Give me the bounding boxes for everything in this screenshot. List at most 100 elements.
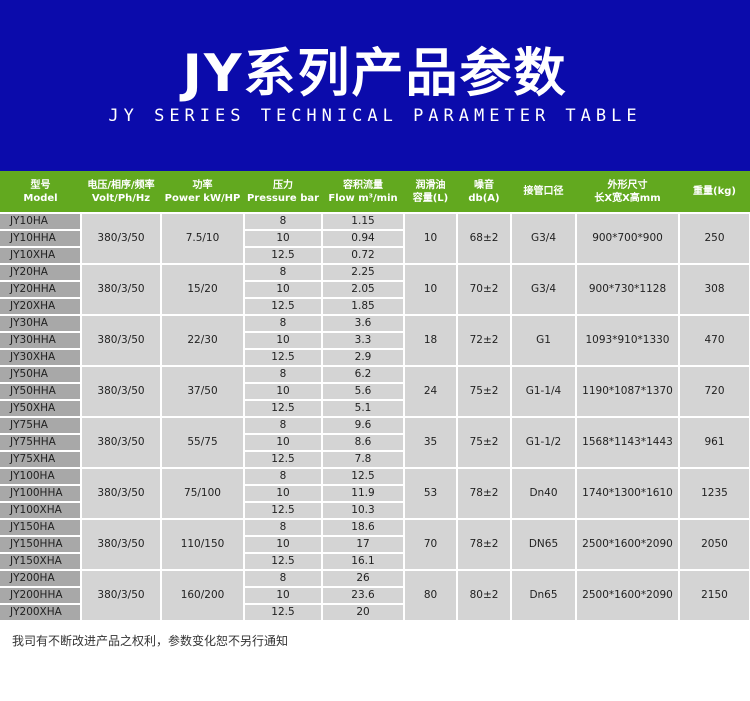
column-header: 润滑油 容量(L) bbox=[404, 171, 457, 213]
header-line: 压力 bbox=[273, 179, 293, 191]
header-line: 噪音 bbox=[474, 179, 494, 191]
pressure-cell: 8 bbox=[243, 212, 323, 231]
table-row: JY75XHA 12.5 7.8 bbox=[0, 450, 750, 469]
flow-cell: 1.15 bbox=[321, 212, 405, 231]
flow-cell: 23.6 bbox=[321, 586, 405, 605]
model-cell: JY10HHA bbox=[0, 229, 82, 248]
table-row: JY10HHA 10 0.94 bbox=[0, 229, 750, 248]
pressure-cell: 10 bbox=[243, 382, 323, 401]
volt-cell: 380/3/50 bbox=[80, 314, 162, 367]
page-subtitle: JY SERIES TECHNICAL PARAMETER TABLE bbox=[108, 106, 642, 126]
noise-cell: 72±2 bbox=[456, 314, 512, 367]
column-header: 功率 Power kW/HP bbox=[161, 171, 244, 213]
table-row: JY150XHA 12.5 16.1 bbox=[0, 552, 750, 571]
pipe-cell: G3/4 bbox=[510, 212, 577, 265]
dimensions-cell: 2500*1600*2090 bbox=[575, 569, 680, 622]
table-row: JY100XHA 12.5 10.3 bbox=[0, 501, 750, 520]
weight-cell: 308 bbox=[678, 263, 750, 316]
table-row: JY20HHA 10 2.05 bbox=[0, 280, 750, 299]
flow-cell: 16.1 bbox=[321, 552, 405, 571]
pressure-cell: 10 bbox=[243, 229, 323, 248]
weight-cell: 250 bbox=[678, 212, 750, 265]
column-header: 接管口径 bbox=[511, 171, 576, 213]
pressure-cell: 12.5 bbox=[243, 246, 323, 265]
model-cell: JY50XHA bbox=[0, 399, 82, 418]
pipe-cell: G3/4 bbox=[510, 263, 577, 316]
table-row: JY200HA 380/3/50 160/200 8 26 80 80±2 Dn65 2500*… bbox=[0, 569, 750, 622]
power-cell: 7.5/10 bbox=[160, 212, 245, 265]
oil-cell: 18 bbox=[403, 314, 458, 367]
model-cell: JY30HHA bbox=[0, 331, 82, 350]
header-line: 长X宽X高mm bbox=[594, 192, 661, 204]
power-cell: 55/75 bbox=[160, 416, 245, 469]
header-line: 容积流量 bbox=[343, 179, 383, 191]
volt-cell: 380/3/50 bbox=[80, 263, 162, 316]
model-cell: JY30XHA bbox=[0, 348, 82, 367]
flow-cell: 20 bbox=[321, 603, 405, 622]
header-line: 外形尺寸 bbox=[607, 179, 648, 191]
volt-cell: 380/3/50 bbox=[80, 518, 162, 571]
column-header: 电压/相序/频率 Volt/Ph/Hz bbox=[81, 171, 161, 213]
model-cell: JY75HA bbox=[0, 416, 82, 435]
header-line: 润滑油 bbox=[415, 179, 446, 191]
column-header: 型号 Model bbox=[0, 171, 81, 213]
parameter-table: 型号 Model 电压/相序/频率 Volt/Ph/Hz 功率 Power kW/HP 压力… bbox=[0, 171, 750, 622]
volt-cell: 380/3/50 bbox=[80, 467, 162, 520]
model-cell: JY30HA bbox=[0, 314, 82, 333]
noise-cell: 75±2 bbox=[456, 365, 512, 418]
dimensions-cell: 1093*910*1330 bbox=[575, 314, 680, 367]
weight-cell: 961 bbox=[678, 416, 750, 469]
table-header: 型号 Model 电压/相序/频率 Volt/Ph/Hz 功率 Power kW/HP 压力… bbox=[0, 171, 750, 213]
pressure-cell: 12.5 bbox=[243, 348, 323, 367]
pressure-cell: 12.5 bbox=[243, 450, 323, 469]
flow-cell: 17 bbox=[321, 535, 405, 554]
pressure-cell: 8 bbox=[243, 365, 323, 384]
pressure-cell: 10 bbox=[243, 433, 323, 452]
table-row: JY150HA 380/3/50 110/150 8 18.6 70 78±2 DN65 250… bbox=[0, 518, 750, 571]
column-header: 重量(kg) bbox=[679, 171, 750, 213]
weight-cell: 2150 bbox=[678, 569, 750, 622]
header-line: 功率 bbox=[192, 179, 213, 191]
pressure-cell: 12.5 bbox=[243, 501, 323, 520]
dimensions-cell: 1568*1143*1443 bbox=[575, 416, 680, 469]
header-line: 电压/相序/频率 bbox=[87, 179, 155, 191]
weight-cell: 2050 bbox=[678, 518, 750, 571]
oil-cell: 10 bbox=[403, 263, 458, 316]
model-cell: JY50HA bbox=[0, 365, 82, 384]
table-row: JY30HHA 10 3.3 bbox=[0, 331, 750, 350]
weight-cell: 720 bbox=[678, 365, 750, 418]
header-line: Model bbox=[23, 192, 58, 204]
table-row: JY200HHA 10 23.6 bbox=[0, 586, 750, 605]
table-row: JY30XHA 12.5 2.9 bbox=[0, 348, 750, 367]
pipe-cell: G1 bbox=[510, 314, 577, 367]
flow-cell: 3.6 bbox=[321, 314, 405, 333]
model-cell: JY20HA bbox=[0, 263, 82, 282]
flow-cell: 2.9 bbox=[321, 348, 405, 367]
pressure-cell: 12.5 bbox=[243, 603, 323, 622]
flow-cell: 0.72 bbox=[321, 246, 405, 265]
pressure-cell: 8 bbox=[243, 416, 323, 435]
pressure-cell: 12.5 bbox=[243, 552, 323, 571]
header-line: 接管口径 bbox=[523, 186, 564, 197]
pressure-cell: 8 bbox=[243, 569, 323, 588]
dimensions-cell: 900*730*1128 bbox=[575, 263, 680, 316]
flow-cell: 26 bbox=[321, 569, 405, 588]
table-row: JY75HA 380/3/50 55/75 8 9.6 35 75±2 G1-1/2 1568*… bbox=[0, 416, 750, 469]
header-line: Pressure bar bbox=[246, 192, 320, 204]
pipe-cell: Dn65 bbox=[510, 569, 577, 622]
dimensions-cell: 1740*1300*1610 bbox=[575, 467, 680, 520]
flow-cell: 18.6 bbox=[321, 518, 405, 537]
pressure-cell: 10 bbox=[243, 484, 323, 503]
model-cell: JY200XHA bbox=[0, 603, 82, 622]
model-cell: JY75XHA bbox=[0, 450, 82, 469]
weight-cell: 1235 bbox=[678, 467, 750, 520]
header-line: 容量(L) bbox=[412, 192, 449, 204]
volt-cell: 380/3/50 bbox=[80, 365, 162, 418]
model-cell: JY150HHA bbox=[0, 535, 82, 554]
table-row: JY20HA 380/3/50 15/20 8 2.25 10 70±2 G3/4 900*73… bbox=[0, 263, 750, 316]
header-line: 重量(kg) bbox=[693, 186, 736, 197]
model-cell: JY150HA bbox=[0, 518, 82, 537]
oil-cell: 35 bbox=[403, 416, 458, 469]
pipe-cell: G1-1/2 bbox=[510, 416, 577, 469]
flow-cell: 5.1 bbox=[321, 399, 405, 418]
